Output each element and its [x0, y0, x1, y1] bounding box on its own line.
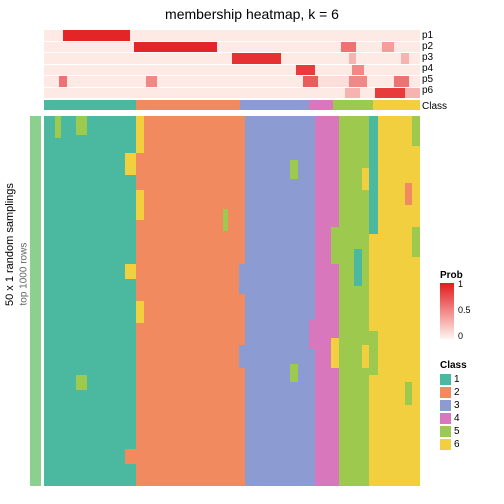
class-legend-title: Class: [440, 360, 467, 371]
heatmap-plot: [44, 30, 420, 486]
row-label-class: Class: [422, 101, 447, 112]
prob-tick-05: 0.5: [458, 305, 471, 315]
left-axis-label-inner: top 1000 rows: [19, 243, 30, 306]
left-annotation-bar: [30, 116, 41, 486]
prob-tick-0: 0: [458, 331, 463, 341]
row-label-p4: p4: [422, 63, 447, 74]
plot-title: membership heatmap, k = 6: [0, 6, 504, 22]
left-axis-label-outer: 50 x 1 random samplings: [4, 183, 16, 306]
row-label-p3: p3: [422, 52, 447, 63]
probability-bands: [44, 30, 420, 98]
row-label-p5: p5: [422, 74, 447, 85]
prob-legend: Prob 1 0.5 0: [440, 270, 463, 339]
prob-tick-1: 1: [458, 279, 463, 289]
row-label-p6: p6: [422, 85, 447, 96]
class-legend: Class 123456: [440, 360, 467, 451]
prob-gradient: 1 0.5 0: [440, 283, 454, 339]
row-labels: p1 p2 p3 p4 p5 p6 Class: [422, 30, 447, 112]
heatmap-body: [44, 116, 420, 486]
row-label-p2: p2: [422, 41, 447, 52]
class-annotation-band: [44, 100, 420, 110]
row-label-p1: p1: [422, 30, 447, 41]
